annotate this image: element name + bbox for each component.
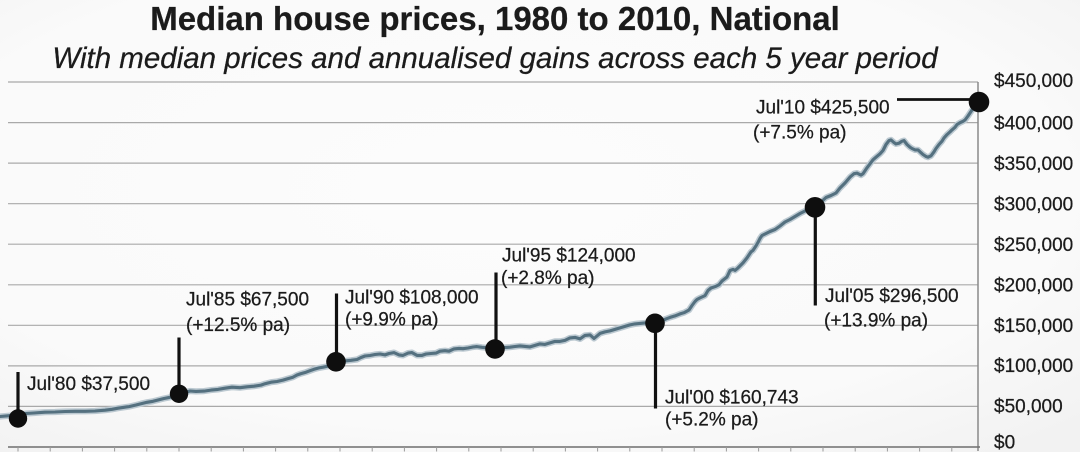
svg-text:Jul'10 $425,500: Jul'10 $425,500 bbox=[756, 98, 890, 119]
svg-text:Jul'90 $108,000: Jul'90 $108,000 bbox=[345, 288, 479, 309]
svg-text:$100,000: $100,000 bbox=[994, 356, 1073, 377]
svg-text:Jul'00 $160,743: Jul'00 $160,743 bbox=[665, 388, 799, 409]
svg-text:$350,000: $350,000 bbox=[994, 154, 1073, 175]
svg-text:Jul'85 $67,500: Jul'85 $67,500 bbox=[186, 290, 309, 311]
svg-text:(+12.5% pa): (+12.5% pa) bbox=[186, 315, 290, 336]
svg-text:Jul'95 $124,000: Jul'95 $124,000 bbox=[502, 246, 636, 267]
svg-text:Jul'80 $37,500: Jul'80 $37,500 bbox=[27, 374, 150, 395]
svg-text:Jul'05 $296,500: Jul'05 $296,500 bbox=[825, 286, 959, 307]
svg-text:$150,000: $150,000 bbox=[994, 316, 1073, 337]
svg-text:(+5.2% pa): (+5.2% pa) bbox=[665, 410, 758, 431]
svg-text:Median house prices, 1980 to 2: Median house prices, 1980 to 2010, Natio… bbox=[150, 0, 840, 37]
svg-text:With median prices and annuali: With median prices and annualised gains … bbox=[52, 42, 939, 75]
svg-text:$250,000: $250,000 bbox=[994, 235, 1073, 256]
svg-text:$200,000: $200,000 bbox=[994, 276, 1073, 297]
svg-text:(+13.9% pa): (+13.9% pa) bbox=[824, 311, 928, 332]
svg-text:$300,000: $300,000 bbox=[994, 195, 1073, 216]
svg-text:(+2.8% pa): (+2.8% pa) bbox=[501, 268, 594, 289]
svg-text:$400,000: $400,000 bbox=[994, 114, 1073, 135]
svg-text:(+9.9% pa): (+9.9% pa) bbox=[345, 310, 438, 331]
svg-text:(+7.5% pa): (+7.5% pa) bbox=[753, 123, 846, 144]
svg-text:$50,000: $50,000 bbox=[994, 397, 1063, 418]
svg-text:$0: $0 bbox=[994, 433, 1015, 452]
svg-text:$450,000: $450,000 bbox=[994, 71, 1073, 92]
